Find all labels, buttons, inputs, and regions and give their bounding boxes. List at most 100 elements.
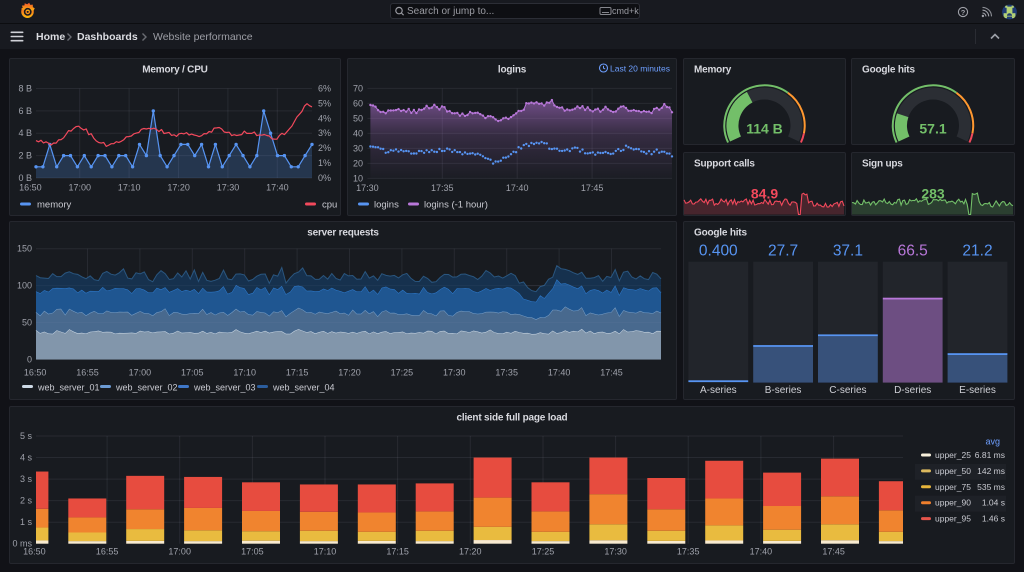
svg-text:17:35: 17:35 (431, 183, 454, 193)
svg-text:web_server_02: web_server_02 (115, 383, 178, 393)
svg-text:17:10: 17:10 (118, 183, 141, 193)
svg-text:upper_50: upper_50 (935, 466, 971, 476)
svg-text:upper_90: upper_90 (935, 498, 971, 508)
svg-text:logins: logins (374, 200, 399, 211)
svg-text:114 B: 114 B (746, 121, 783, 137)
svg-text:web_server_01: web_server_01 (37, 383, 100, 393)
svg-text:A-series: A-series (700, 385, 737, 396)
svg-text:6 B: 6 B (18, 106, 32, 116)
svg-text:17:20: 17:20 (459, 547, 482, 557)
svg-text:Sign ups: Sign ups (862, 158, 903, 169)
svg-text:50: 50 (22, 318, 32, 328)
svg-text:0 B: 0 B (18, 173, 32, 183)
svg-text:upper_75: upper_75 (935, 482, 971, 492)
svg-text:web_server_04: web_server_04 (272, 383, 335, 393)
svg-text:0: 0 (27, 355, 32, 365)
svg-text:30: 30 (353, 143, 363, 153)
svg-text:60: 60 (353, 98, 363, 108)
svg-text:5 s: 5 s (20, 431, 33, 441)
svg-text:17:00: 17:00 (69, 183, 92, 193)
svg-text:3 s: 3 s (20, 474, 33, 484)
svg-text:4%: 4% (318, 113, 331, 123)
svg-text:17:25: 17:25 (391, 368, 414, 378)
svg-text:?: ? (961, 8, 966, 17)
svg-text:E-series: E-series (959, 385, 996, 396)
svg-text:17:10: 17:10 (314, 547, 337, 557)
svg-text:17:45: 17:45 (822, 547, 845, 557)
svg-text:17:00: 17:00 (129, 368, 152, 378)
svg-text:upper_95: upper_95 (935, 514, 971, 524)
svg-text:142 ms: 142 ms (977, 466, 1005, 476)
svg-text:cpu: cpu (322, 200, 337, 211)
svg-text:17:25: 17:25 (532, 547, 555, 557)
svg-text:8 B: 8 B (18, 84, 32, 94)
svg-text:1.04 s: 1.04 s (982, 498, 1005, 508)
svg-text:logins (-1 hour): logins (-1 hour) (424, 200, 488, 211)
svg-text:0%: 0% (318, 173, 331, 183)
svg-text:17:00: 17:00 (168, 547, 191, 557)
svg-text:16:50: 16:50 (24, 368, 47, 378)
svg-text:17:05: 17:05 (181, 368, 204, 378)
svg-text:2 B: 2 B (18, 151, 32, 161)
svg-text:17:35: 17:35 (495, 368, 518, 378)
svg-text:17:15: 17:15 (286, 368, 309, 378)
svg-text:17:30: 17:30 (217, 183, 240, 193)
svg-text:16:50: 16:50 (23, 547, 46, 557)
svg-text:17:35: 17:35 (677, 547, 700, 557)
svg-text:3%: 3% (318, 128, 331, 138)
svg-text:40: 40 (353, 128, 363, 138)
svg-text:84.9: 84.9 (751, 185, 778, 201)
svg-text:17:20: 17:20 (167, 183, 190, 193)
svg-text:100: 100 (17, 281, 32, 291)
svg-text:17:20: 17:20 (338, 368, 361, 378)
svg-text:17:15: 17:15 (386, 547, 409, 557)
svg-text:6.81 ms: 6.81 ms (975, 450, 1005, 460)
svg-text:server requests: server requests (307, 228, 379, 239)
svg-text:16:55: 16:55 (76, 368, 99, 378)
svg-text:C-series: C-series (829, 385, 866, 396)
svg-text:Support calls: Support calls (694, 158, 755, 169)
svg-text:17:40: 17:40 (548, 368, 571, 378)
svg-text:20: 20 (353, 158, 363, 168)
svg-text:16:50: 16:50 (19, 183, 42, 193)
svg-text:50: 50 (353, 113, 363, 123)
svg-text:17:45: 17:45 (581, 183, 604, 193)
svg-text:17:45: 17:45 (600, 368, 623, 378)
svg-text:535 ms: 535 ms (977, 482, 1005, 492)
svg-text:0.400: 0.400 (699, 243, 738, 260)
svg-text:Google hits: Google hits (862, 65, 915, 76)
svg-text:D-series: D-series (894, 385, 931, 396)
svg-text:4 s: 4 s (20, 453, 33, 463)
svg-text:16:55: 16:55 (96, 547, 119, 557)
svg-text:Google hits: Google hits (694, 228, 747, 239)
svg-text:17:30: 17:30 (356, 183, 379, 193)
svg-text:17:30: 17:30 (443, 368, 466, 378)
svg-text:21.2: 21.2 (962, 243, 992, 260)
svg-text:avg: avg (985, 437, 1000, 447)
svg-text:70: 70 (353, 83, 363, 93)
svg-text:1 s: 1 s (20, 517, 33, 527)
svg-text:1.46 s: 1.46 s (982, 514, 1005, 524)
svg-text:4 B: 4 B (18, 128, 32, 138)
svg-text:logins: logins (498, 65, 527, 76)
svg-text:17:30: 17:30 (604, 547, 627, 557)
svg-text:10: 10 (353, 173, 363, 183)
svg-text:upper_25: upper_25 (935, 450, 971, 460)
svg-text:150: 150 (17, 244, 32, 254)
svg-text:1%: 1% (318, 158, 331, 168)
svg-text:5%: 5% (318, 98, 331, 108)
svg-text:Memory / CPU: Memory / CPU (142, 65, 207, 76)
svg-text:57.1: 57.1 (919, 121, 946, 137)
svg-text:17:05: 17:05 (241, 547, 264, 557)
svg-text:17:10: 17:10 (233, 368, 256, 378)
svg-text:283: 283 (921, 185, 945, 201)
svg-text:Last 20 minutes: Last 20 minutes (610, 64, 670, 74)
svg-text:17:40: 17:40 (506, 183, 529, 193)
svg-text:37.1: 37.1 (833, 243, 863, 260)
svg-text:2%: 2% (318, 143, 331, 153)
svg-text:6%: 6% (318, 84, 331, 94)
svg-text:Memory: Memory (694, 65, 732, 76)
svg-text:memory: memory (37, 200, 72, 211)
svg-text:27.7: 27.7 (768, 243, 798, 260)
svg-text:17:40: 17:40 (266, 183, 289, 193)
